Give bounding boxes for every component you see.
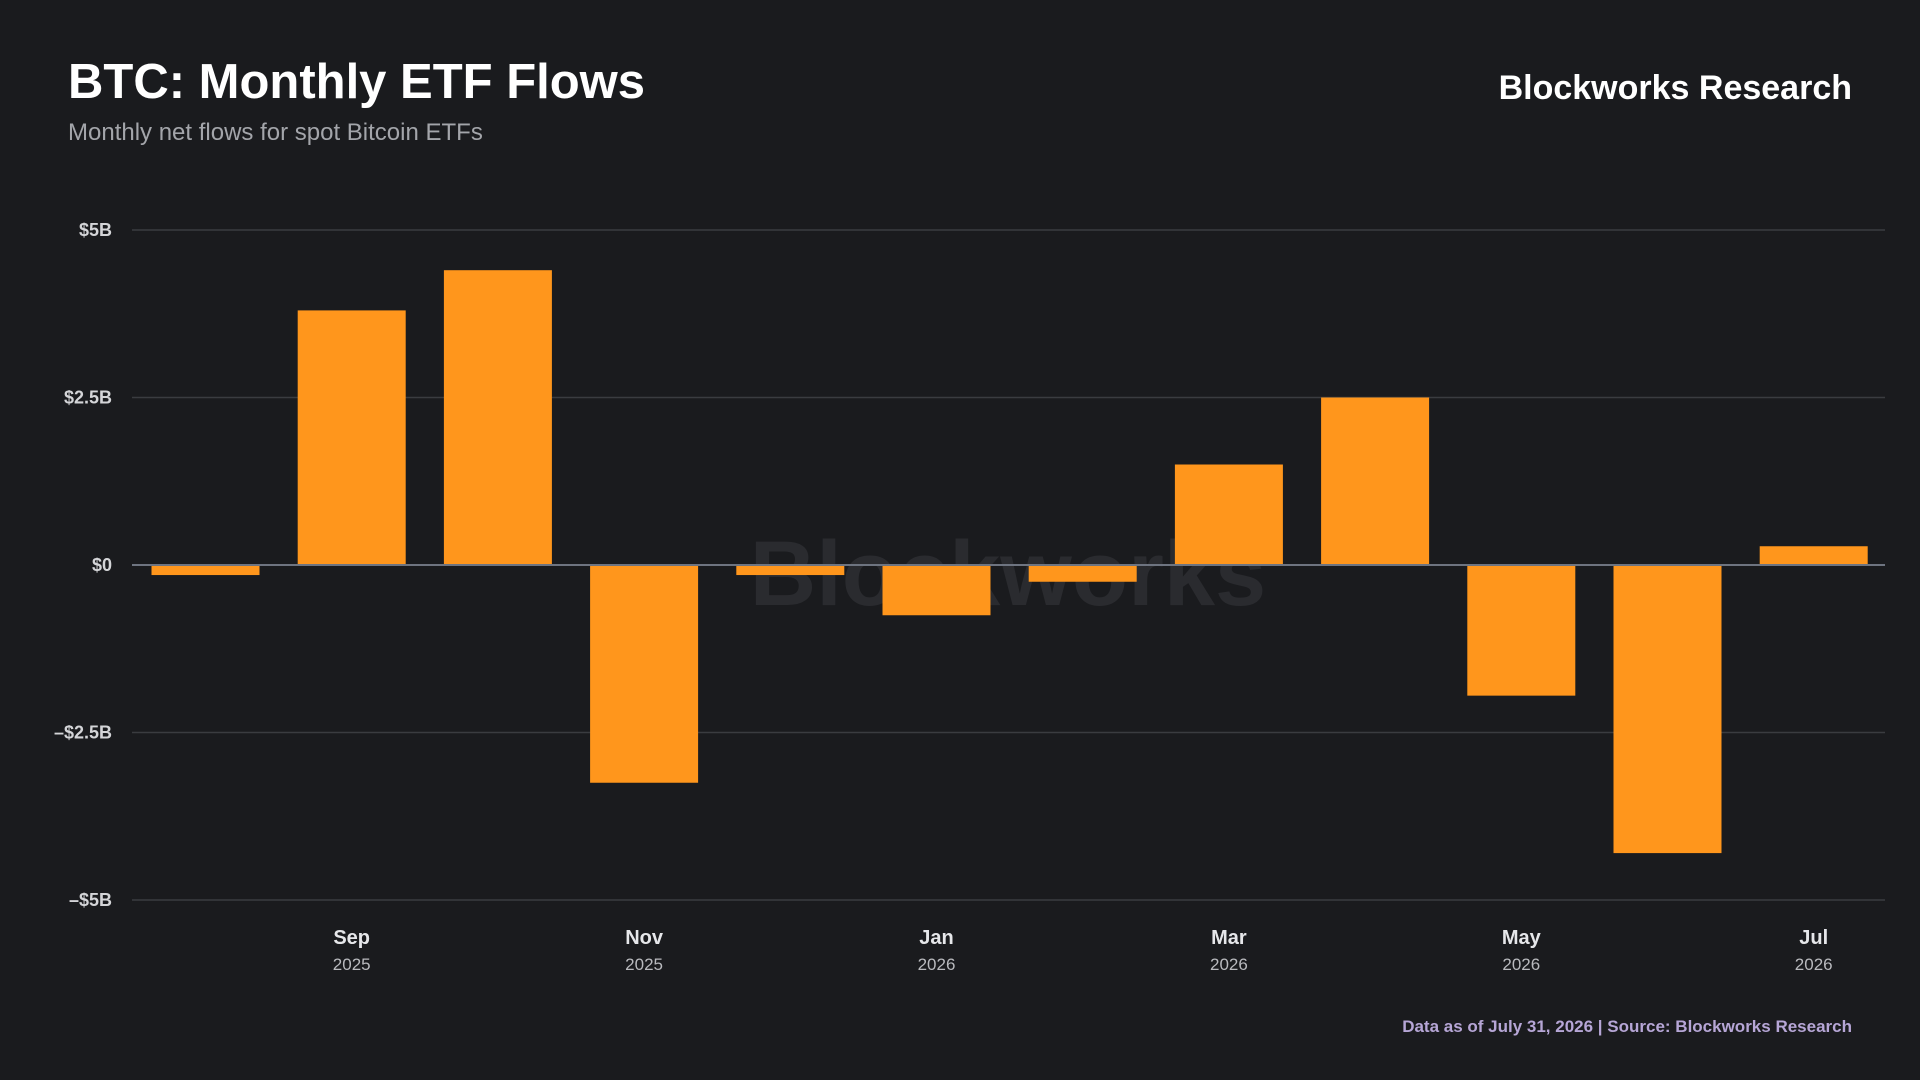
bar-dec-2025 [736, 565, 845, 576]
x-tick-month: Sep [333, 927, 370, 949]
bar-aug-2025 [151, 565, 260, 576]
x-tick-year: 2025 [333, 955, 371, 974]
page-subtitle: Monthly net flows for spot Bitcoin ETFs [68, 119, 483, 146]
y-tick-label: –$5B [69, 890, 112, 910]
bars [151, 270, 1868, 854]
x-tick-year: 2026 [1502, 955, 1540, 974]
x-tick-month: Jul [1799, 927, 1828, 949]
bar-may-2026 [1467, 565, 1576, 696]
x-tick-year: 2026 [918, 955, 956, 974]
x-tick-month: May [1502, 927, 1542, 949]
bar-feb-2026 [1028, 565, 1137, 582]
page-title: BTC: Monthly ETF Flows [68, 55, 646, 109]
x-axis-labels: Sep 2025 Nov 2025 Jan 2026 Mar 2026 May 2026 Jul 20… [333, 927, 1833, 974]
bar-jul-2026 [1759, 546, 1868, 565]
y-tick-label: $2.5B [64, 388, 112, 408]
bar-mar-2026 [1174, 464, 1283, 565]
gridlines [132, 229, 1885, 901]
bar-apr-2026 [1321, 397, 1430, 565]
x-tick-month: Mar [1211, 927, 1247, 949]
x-tick-year: 2026 [1210, 955, 1248, 974]
bar-sep-2025 [297, 310, 406, 565]
x-tick-month: Jan [919, 927, 953, 949]
x-tick-year: 2025 [625, 955, 663, 974]
y-tick-label: $5B [79, 220, 112, 240]
x-tick-month: Nov [625, 927, 664, 949]
source-note: Data as of July 31, 2026 | Source: Block… [1402, 1017, 1852, 1036]
x-tick-year: 2026 [1795, 955, 1833, 974]
y-tick-label: $0 [92, 555, 112, 575]
bar-oct-2025 [443, 270, 552, 565]
bar-jan-2026 [882, 565, 991, 616]
brand-logo-text: Blockworks Research [1498, 69, 1852, 107]
bar-nov-2025 [590, 565, 699, 783]
y-axis-labels: $5B $2.5B $0 –$2.5B –$5B [54, 220, 112, 910]
bar-jun-2026 [1613, 565, 1722, 854]
y-tick-label: –$2.5B [54, 723, 112, 743]
